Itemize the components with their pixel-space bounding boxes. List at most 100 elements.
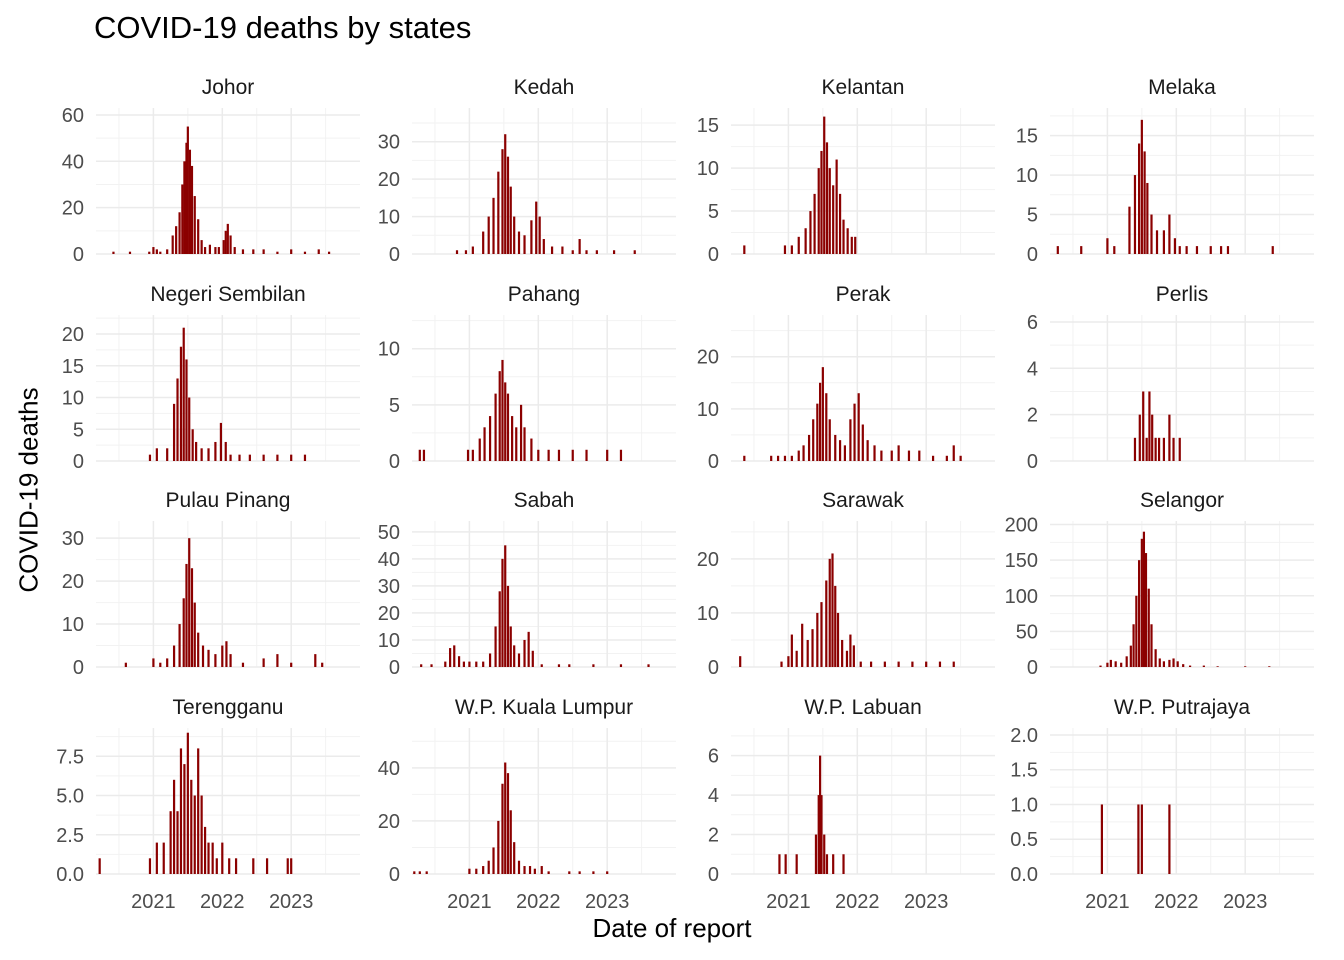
bar xyxy=(818,382,822,461)
bar xyxy=(262,658,265,667)
bar xyxy=(866,440,869,461)
bar xyxy=(814,834,818,874)
y-tick-label: 150 xyxy=(1005,550,1038,572)
bar xyxy=(825,393,828,461)
y-tick-label: 50 xyxy=(1016,621,1038,643)
bar xyxy=(907,450,911,461)
bar xyxy=(836,612,840,667)
bar xyxy=(186,732,189,874)
bar xyxy=(193,795,196,874)
bar xyxy=(1154,649,1157,667)
bar xyxy=(1132,624,1135,667)
bar xyxy=(1219,246,1223,254)
bar xyxy=(1137,804,1140,874)
x-axis-title: Date of report xyxy=(592,913,752,943)
bar xyxy=(190,779,193,874)
bar xyxy=(219,422,223,461)
y-tick-label: 0 xyxy=(708,864,719,886)
bar xyxy=(578,871,581,874)
facet-strip-label: W.P. Putrajaya xyxy=(1114,696,1251,719)
facet-strip-label: Selangor xyxy=(1140,489,1224,512)
bar xyxy=(1056,246,1059,254)
bar xyxy=(802,445,805,461)
bar xyxy=(148,454,152,461)
facet-strip-label: Kedah xyxy=(514,76,575,99)
bar xyxy=(1195,246,1199,254)
bar xyxy=(1150,624,1153,667)
y-axis-title: COVID-19 deaths xyxy=(13,387,44,593)
bar xyxy=(1173,238,1177,254)
bar xyxy=(504,545,507,667)
bar xyxy=(430,664,433,667)
bar xyxy=(739,656,742,667)
bar xyxy=(527,631,530,667)
bar xyxy=(207,649,210,667)
bar xyxy=(828,168,831,254)
bar xyxy=(952,661,955,667)
bar xyxy=(1178,437,1181,461)
bar xyxy=(1135,595,1138,667)
bar xyxy=(214,654,217,667)
bar xyxy=(229,454,232,461)
y-tick-label: 2.0 xyxy=(1010,725,1038,747)
facet-panel: 0 10 20 Sarawak xyxy=(697,489,995,679)
bar xyxy=(466,449,470,461)
bar xyxy=(537,449,540,461)
bar xyxy=(171,235,174,254)
bar xyxy=(945,455,948,461)
bar xyxy=(1185,246,1188,254)
bar xyxy=(809,211,812,254)
bar xyxy=(506,393,510,461)
y-tick-label: 15 xyxy=(62,356,84,378)
y-tick-label: 0.0 xyxy=(1010,864,1038,886)
bar xyxy=(783,245,787,254)
bar xyxy=(290,249,293,254)
bar xyxy=(869,661,873,667)
bar xyxy=(487,860,490,874)
y-tick-label: 15 xyxy=(697,115,719,137)
x-tick-label: 2021 xyxy=(1085,891,1130,913)
bar xyxy=(797,450,800,461)
facet-panel: 0 10 20 30 Pulau Pinang xyxy=(62,489,360,679)
bar xyxy=(959,455,962,461)
y-tick-label: 2.5 xyxy=(56,825,84,847)
bar xyxy=(214,441,217,461)
y-tick-label: 0 xyxy=(1027,244,1038,266)
bar xyxy=(852,645,855,667)
bar xyxy=(770,455,773,461)
bar xyxy=(172,779,176,874)
bar xyxy=(498,591,501,667)
y-tick-label: 200 xyxy=(1005,515,1038,537)
bar xyxy=(191,429,194,461)
bar xyxy=(523,866,526,874)
bar xyxy=(1100,804,1103,874)
y-tick-label: 0 xyxy=(389,657,400,679)
bar xyxy=(155,842,158,874)
bar xyxy=(175,226,178,254)
bar xyxy=(1168,414,1171,461)
bar xyxy=(200,795,203,874)
bar xyxy=(1226,246,1230,254)
bar xyxy=(561,246,564,254)
bar xyxy=(843,445,846,461)
bar xyxy=(233,247,236,254)
bar xyxy=(821,367,824,461)
bar xyxy=(517,860,521,874)
bar xyxy=(619,449,623,461)
y-tick-label: 10 xyxy=(697,399,719,421)
bar xyxy=(897,661,900,667)
y-tick-label: 30 xyxy=(378,576,400,598)
bar xyxy=(1202,665,1205,667)
bar xyxy=(1120,662,1123,667)
bar xyxy=(828,419,831,461)
bar xyxy=(517,231,521,254)
facet-strip-label: Johor xyxy=(202,76,255,99)
bar xyxy=(290,662,293,667)
bar xyxy=(606,449,609,461)
bar xyxy=(234,858,238,874)
bar xyxy=(1125,656,1128,667)
bar xyxy=(1138,414,1141,461)
bar xyxy=(1168,804,1171,874)
bar xyxy=(517,653,521,667)
bar xyxy=(1157,437,1161,461)
